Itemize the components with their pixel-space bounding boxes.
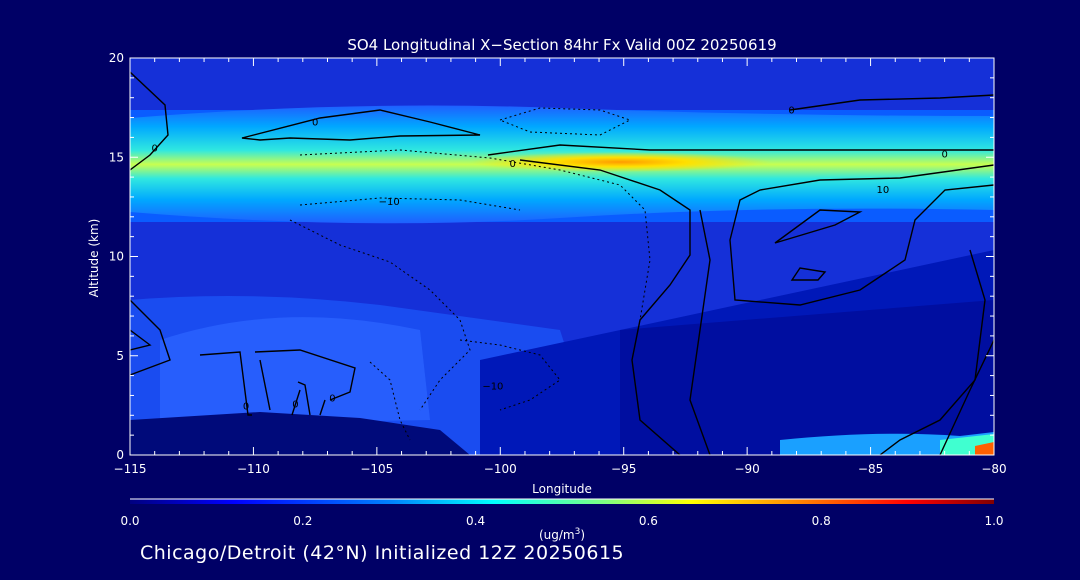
colorbar-unit: (ug/m3) bbox=[539, 527, 585, 542]
colorbar-tick-label: 0.0 bbox=[120, 514, 139, 528]
x-tick-label: −100 bbox=[484, 462, 517, 476]
contour-label: 0 bbox=[292, 399, 298, 410]
contour-label: 0 bbox=[151, 143, 157, 154]
contour-label: 10 bbox=[877, 185, 890, 196]
contour-label: −10 bbox=[379, 197, 400, 208]
y-tick-label: 0 bbox=[116, 448, 124, 462]
contour-lines bbox=[130, 71, 994, 455]
x-tick-label: −95 bbox=[611, 462, 636, 476]
colorbar bbox=[130, 499, 994, 504]
y-axis-label: Altitude (km) bbox=[87, 219, 101, 298]
colorbar-ticks: 0.0 0.2 0.4 0.6 0.8 1.0 bbox=[120, 514, 1003, 528]
colorbar-tick-label: 0.4 bbox=[466, 514, 485, 528]
y-tick-label: 5 bbox=[116, 349, 124, 363]
x-axis: −115 −110 −105 −100 −95 −90 −85 −80 bbox=[114, 58, 1007, 476]
chart-title: SO4 Longitudinal X−Section 84hr Fx Valid… bbox=[347, 36, 776, 54]
x-axis-label: Longitude bbox=[532, 482, 592, 496]
y-tick-label: 15 bbox=[109, 150, 124, 164]
x-tick-label: −115 bbox=[114, 462, 147, 476]
x-tick-label: −105 bbox=[360, 462, 393, 476]
y-tick-label: 10 bbox=[109, 250, 124, 264]
contour-label: 0 bbox=[788, 106, 794, 117]
y-axis: 0 5 10 15 20 bbox=[109, 51, 994, 462]
x-tick-label: −85 bbox=[858, 462, 883, 476]
y-tick-label: 20 bbox=[109, 51, 124, 65]
contour-labels: 0 0 10 −10 −10 0 0 0 0 0 0 bbox=[151, 106, 947, 413]
contour-label: 0 bbox=[329, 393, 335, 404]
contour-label: 0 bbox=[509, 159, 515, 170]
x-tick-label: −110 bbox=[237, 462, 270, 476]
colorbar-tick-label: 0.6 bbox=[639, 514, 658, 528]
contour-label: 0 bbox=[243, 401, 249, 412]
contour-label: −10 bbox=[482, 382, 503, 393]
concentration-field bbox=[130, 58, 994, 455]
colorbar-tick-label: 1.0 bbox=[984, 514, 1003, 528]
x-tick-label: −90 bbox=[734, 462, 759, 476]
colorbar-tick-label: 0.2 bbox=[293, 514, 312, 528]
contour-label: 0 bbox=[312, 118, 318, 129]
negative-contours bbox=[289, 107, 651, 441]
initialization-note: Chicago/Detroit (42°N) Initialized 12Z 2… bbox=[140, 542, 625, 564]
colorbar-tick-label: 0.8 bbox=[812, 514, 831, 528]
x-tick-label: −80 bbox=[981, 462, 1006, 476]
contour-label: 0 bbox=[941, 149, 947, 160]
